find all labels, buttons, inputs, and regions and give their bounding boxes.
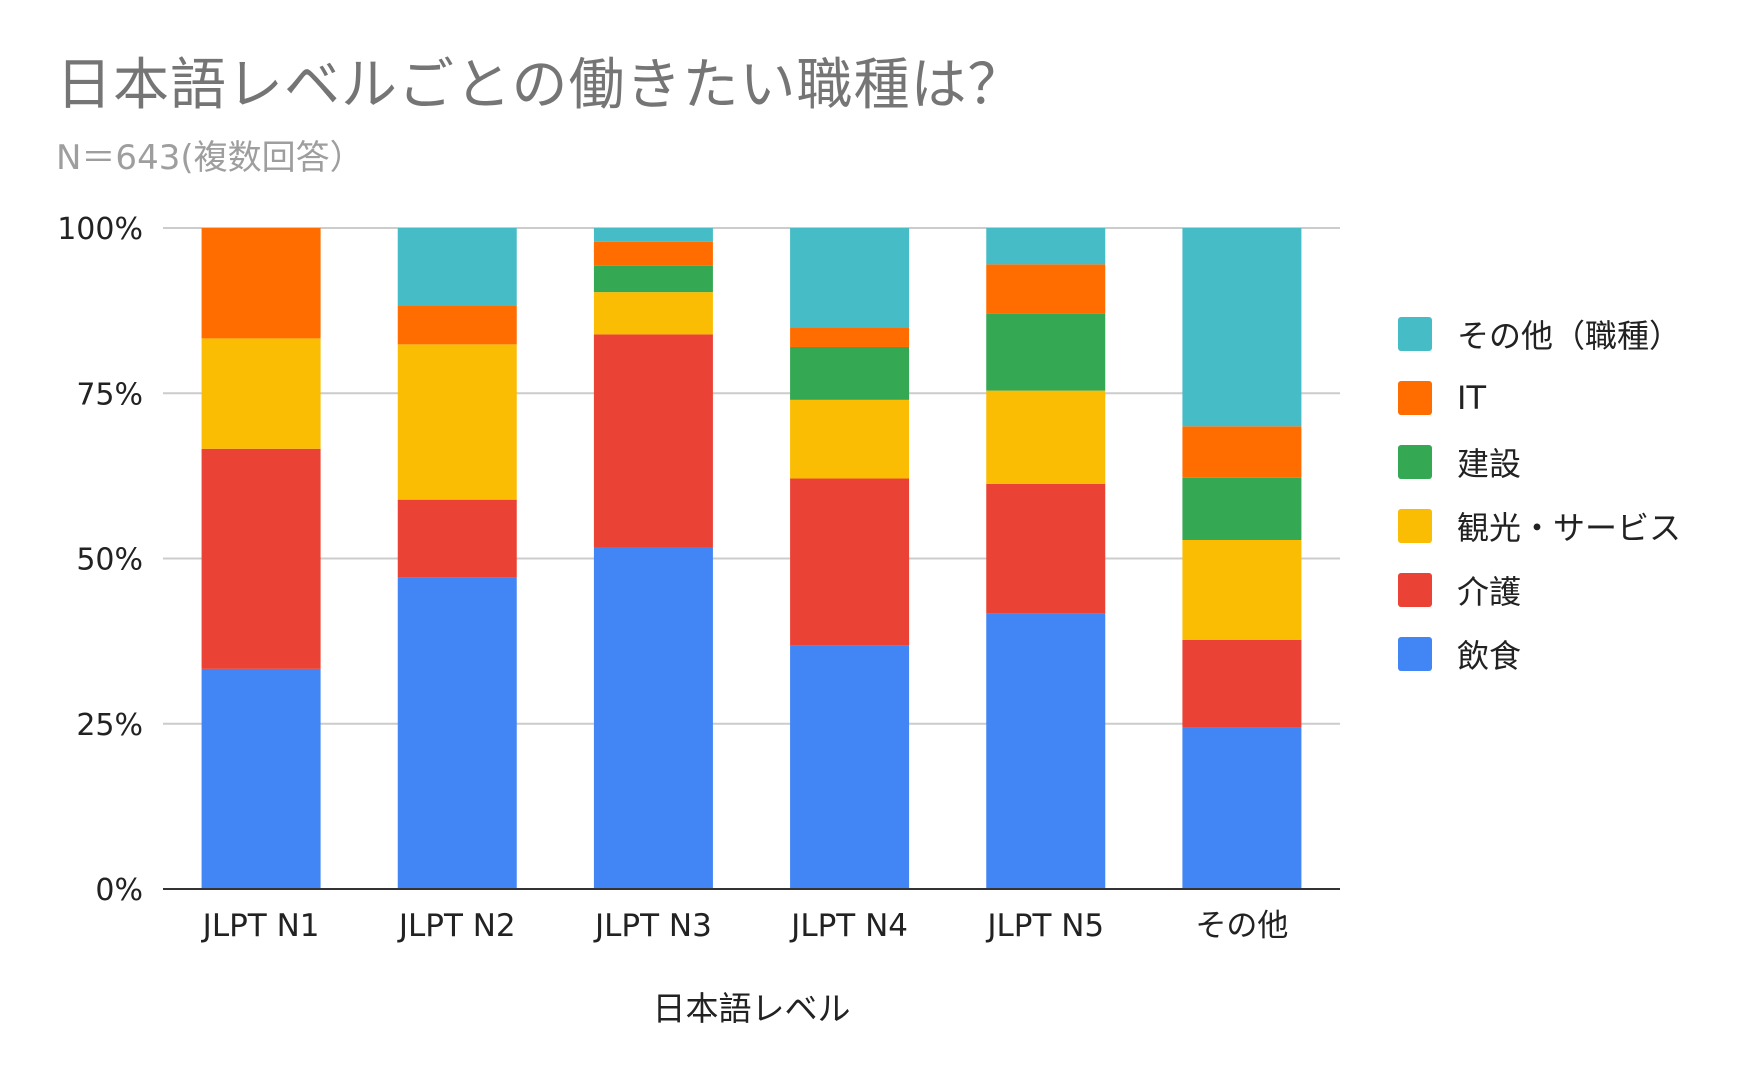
legend-swatch bbox=[1398, 509, 1432, 543]
x-tick-label: その他 bbox=[1195, 908, 1288, 944]
bar-segment-1-4 bbox=[397, 305, 517, 345]
legend-swatch bbox=[1398, 317, 1432, 351]
legend-swatch bbox=[1398, 637, 1432, 671]
bar-segment-2-4 bbox=[593, 241, 713, 266]
y-tick-label: 0% bbox=[95, 873, 143, 908]
bar-segment-2-1 bbox=[593, 334, 713, 548]
legend-item: 観光・サービス bbox=[1398, 494, 1681, 558]
legend-item: 建設 bbox=[1398, 430, 1681, 494]
bar-segment-2-2 bbox=[593, 292, 713, 335]
bar-segment-4-3 bbox=[986, 313, 1106, 391]
bar-segment-1-1 bbox=[397, 499, 517, 578]
bar-segment-1-0 bbox=[397, 577, 517, 889]
bar-segment-1-2 bbox=[397, 344, 517, 500]
bar-segment-4-1 bbox=[986, 483, 1106, 614]
legend-item: 介護 bbox=[1398, 558, 1681, 622]
legend-item: IT bbox=[1398, 366, 1681, 430]
x-tick-label: JLPT N1 bbox=[201, 908, 320, 944]
bar-segment-5-5 bbox=[1182, 228, 1302, 427]
chart-legend: その他（職種） IT 建設観光・サービス 介護飲食 bbox=[1398, 302, 1681, 686]
bar-segment-3-1 bbox=[790, 478, 910, 646]
bar-segment-0-1 bbox=[201, 448, 321, 669]
legend-swatch bbox=[1398, 381, 1432, 415]
chart-title: 日本語レベルごとの働きたい職種は？ bbox=[56, 53, 1025, 118]
y-tick-label: 50% bbox=[76, 543, 143, 578]
legend-item: 飲食 bbox=[1398, 622, 1681, 686]
bar-segment-1-5 bbox=[397, 228, 517, 306]
legend-label: 飲食 bbox=[1457, 637, 1522, 675]
legend-label: IT bbox=[1457, 379, 1486, 417]
bar-segment-2-3 bbox=[593, 265, 713, 293]
bar-segment-5-3 bbox=[1182, 477, 1302, 540]
bar-segment-4-2 bbox=[986, 390, 1106, 484]
bar-segment-2-0 bbox=[593, 547, 713, 889]
bar-segment-3-3 bbox=[790, 346, 910, 400]
bar-segment-3-4 bbox=[790, 327, 910, 347]
bar-segment-4-5 bbox=[986, 228, 1106, 265]
bar-segment-0-0 bbox=[201, 668, 321, 889]
bar-segment-3-5 bbox=[790, 228, 910, 328]
x-tick-label: JLPT N5 bbox=[985, 908, 1104, 944]
legend-swatch bbox=[1398, 573, 1432, 607]
chart-subtitle: N＝643(複数回答） bbox=[56, 138, 364, 178]
bar-segment-5-2 bbox=[1182, 539, 1302, 640]
x-axis-title: 日本語レベル bbox=[653, 989, 851, 1028]
y-tick-label: 100% bbox=[57, 212, 143, 247]
x-tick-label: JLPT N2 bbox=[397, 908, 516, 944]
y-tick-label: 25% bbox=[76, 708, 143, 743]
bar-segment-5-1 bbox=[1182, 639, 1302, 728]
x-tick-label: JLPT N4 bbox=[789, 908, 908, 944]
legend-item: その他（職種） bbox=[1398, 302, 1681, 366]
bar-segment-0-2 bbox=[201, 338, 321, 449]
bar-segment-4-4 bbox=[986, 264, 1106, 314]
bar-segment-4-0 bbox=[986, 613, 1106, 889]
bar-segment-3-0 bbox=[790, 645, 910, 889]
y-tick-label: 75% bbox=[76, 377, 143, 412]
x-tick-label: JLPT N3 bbox=[593, 908, 712, 944]
legend-label: 建設 bbox=[1457, 445, 1522, 483]
bar-segment-0-4 bbox=[201, 228, 321, 339]
legend-label: 観光・サービス bbox=[1457, 509, 1682, 547]
legend-label: 介護 bbox=[1457, 573, 1522, 611]
bar-segment-3-2 bbox=[790, 399, 910, 479]
bar-segment-5-0 bbox=[1182, 727, 1302, 889]
legend-label: その他（職種） bbox=[1457, 317, 1682, 355]
bar-segment-5-4 bbox=[1182, 426, 1302, 478]
legend-swatch bbox=[1398, 445, 1432, 479]
bar-segment-2-5 bbox=[593, 228, 713, 242]
